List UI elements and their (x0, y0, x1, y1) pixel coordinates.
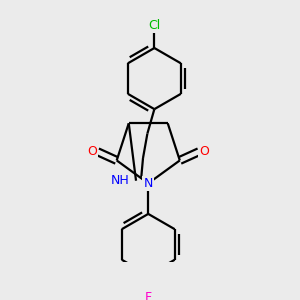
Text: O: O (199, 145, 209, 158)
Text: Cl: Cl (148, 19, 160, 32)
Text: NH: NH (111, 174, 130, 187)
Text: O: O (87, 145, 97, 158)
Text: N: N (144, 177, 153, 190)
Text: F: F (145, 291, 152, 300)
